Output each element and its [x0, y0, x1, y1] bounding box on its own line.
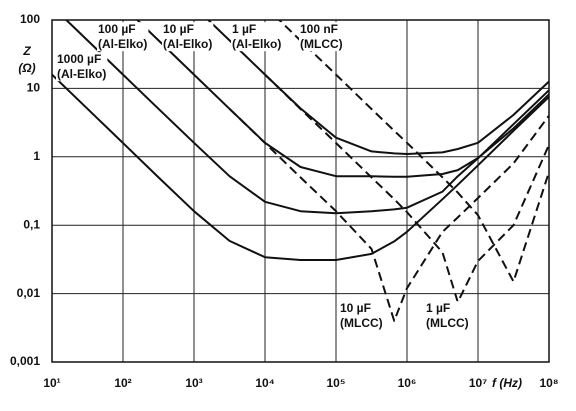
- plot-frame: [51, 19, 550, 363]
- y-tick-label: 0,001: [10, 354, 40, 368]
- x-tick-label: 10⁵: [327, 376, 346, 390]
- dashed-line: [228, 108, 549, 322]
- y-tick-label: 1: [33, 149, 40, 163]
- y-tick-label: 0,1: [23, 217, 40, 231]
- series-label: 10 µF (MLCC): [340, 301, 383, 330]
- label-background: [299, 22, 344, 52]
- x-tick-label: 10⁶: [398, 376, 417, 390]
- y-tick-label: 100: [20, 12, 40, 26]
- x-tick-label: 10³: [185, 376, 202, 390]
- series-label: 100 µF (Al-Elko): [98, 22, 147, 51]
- series-label: 1 µF (Al-Elko): [232, 22, 281, 51]
- y-tick-label: 0,01: [17, 286, 41, 300]
- label-background: [162, 22, 214, 52]
- x-tick-label: 10⁷: [469, 376, 487, 390]
- x-axis-label: f (Hz): [492, 376, 522, 390]
- label-background: [425, 301, 470, 331]
- dashed-line: [277, 20, 549, 283]
- dashed-line: [264, 73, 549, 304]
- x-tick-label: 10²: [114, 376, 131, 390]
- plot-area: [52, 20, 549, 322]
- line: [52, 73, 549, 261]
- series-label: 100 nF (MLCC): [300, 22, 343, 51]
- y-axis-label: Z (Ω): [18, 44, 35, 75]
- x-tick-label: 10⁸: [539, 376, 558, 390]
- label-background: [231, 22, 283, 52]
- line: [64, 20, 549, 215]
- label-background: [56, 52, 108, 82]
- label-background: [97, 22, 149, 52]
- series-label: 10 µF (Al-Elko): [163, 22, 212, 51]
- label-background: [339, 301, 384, 331]
- y-tick-label: 10: [27, 81, 41, 95]
- x-tick-label: 10⁴: [255, 376, 274, 390]
- series-label: 1 µF (MLCC): [426, 301, 469, 330]
- line: [206, 20, 549, 155]
- series-label: 1000 µF (Al-Elko): [57, 52, 106, 81]
- x-tick-label: 10¹: [43, 376, 60, 390]
